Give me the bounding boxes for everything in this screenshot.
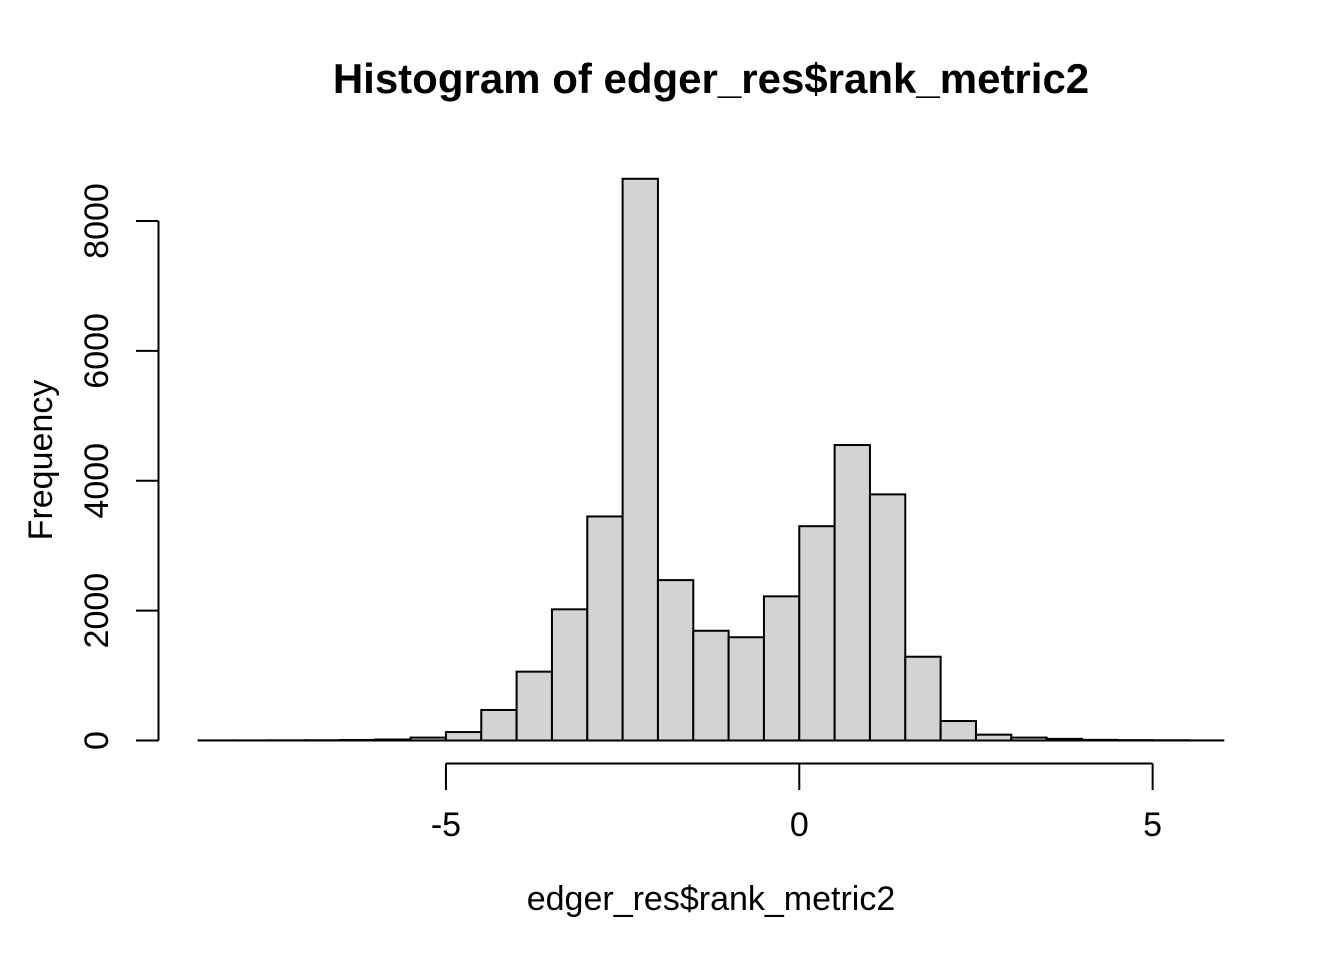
y-tick-label: 2000 bbox=[78, 573, 116, 649]
x-axis: -5 0 5 bbox=[431, 762, 1162, 844]
y-tick-label: 4000 bbox=[78, 443, 116, 519]
histogram-bar bbox=[1080, 738, 1119, 742]
histogram-bar bbox=[833, 444, 871, 742]
y-tick-label: 6000 bbox=[78, 313, 116, 389]
histogram-bar bbox=[656, 579, 695, 742]
y-axis-label: Frequency bbox=[22, 380, 60, 541]
histogram-bar bbox=[550, 608, 589, 742]
x-tick-label: -5 bbox=[431, 806, 461, 844]
histogram-bar bbox=[904, 655, 942, 742]
histogram-bar bbox=[409, 736, 447, 742]
histogram-bar bbox=[692, 629, 730, 742]
histogram-bar bbox=[338, 738, 377, 742]
histogram-bar bbox=[798, 525, 836, 742]
histogram-bar bbox=[621, 177, 659, 742]
histogram-bar bbox=[374, 738, 412, 742]
histogram-bar bbox=[762, 595, 801, 742]
x-tick-label: 0 bbox=[790, 806, 809, 844]
y-tick-label: 8000 bbox=[78, 183, 116, 259]
histogram-bar bbox=[939, 720, 977, 742]
histogram-bar bbox=[868, 493, 907, 742]
x-axis-label: edger_res$rank_metric2 bbox=[527, 880, 896, 918]
x-tick-label: 5 bbox=[1143, 806, 1162, 844]
histogram-bar bbox=[974, 733, 1013, 742]
histogram-bar bbox=[515, 670, 553, 742]
histogram-bar bbox=[586, 515, 624, 742]
histogram-bar bbox=[444, 731, 483, 742]
histogram-bar bbox=[1010, 736, 1048, 742]
y-axis: 0 2000 4000 6000 8000 bbox=[78, 183, 160, 750]
histogram-bar bbox=[480, 708, 518, 742]
y-tick-label: 0 bbox=[78, 731, 116, 750]
histogram-bar bbox=[727, 636, 765, 742]
chart-title: Histogram of edger_res$rank_metric2 bbox=[333, 55, 1089, 102]
bars-group bbox=[197, 177, 1225, 742]
histogram-bar bbox=[1045, 737, 1083, 742]
